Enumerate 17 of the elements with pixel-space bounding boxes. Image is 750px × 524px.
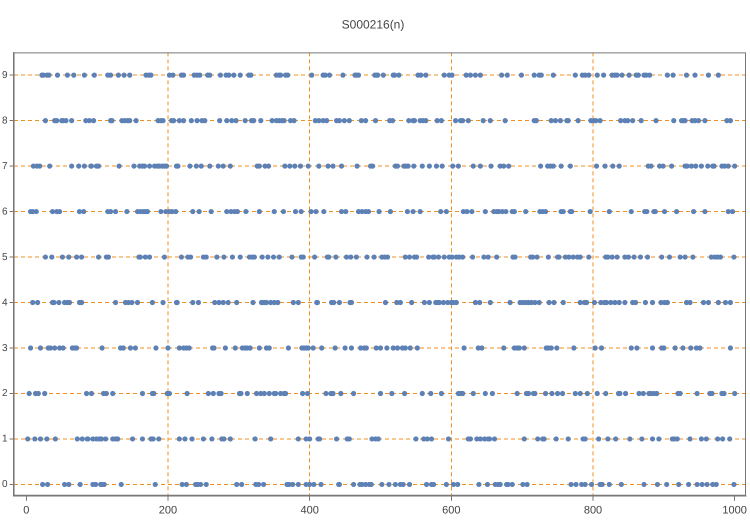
y-tick-label: 3 (2, 342, 8, 354)
y-tick-label: 8 (2, 115, 8, 126)
x-tick-label: 0 (23, 504, 30, 516)
x-tick-label: 200 (158, 504, 178, 516)
x-tick-label: 600 (442, 504, 461, 516)
y-tick-label: 0 (2, 479, 8, 490)
y-tick-label: 9 (2, 70, 8, 81)
x-tick-label: 800 (584, 504, 602, 516)
chart-title: S000216(n) (342, 18, 404, 32)
y-tick-label: 1 (2, 434, 8, 445)
y-tick-label: 5 (2, 252, 8, 263)
y-tick-label: 4 (2, 297, 8, 308)
x-tick-label: 400 (300, 504, 319, 516)
y-tick-label: 7 (2, 160, 8, 172)
y-tick-label: 6 (2, 206, 8, 218)
y-tick-label: 2 (2, 388, 8, 400)
x-tick-label: 1000 (722, 504, 747, 516)
